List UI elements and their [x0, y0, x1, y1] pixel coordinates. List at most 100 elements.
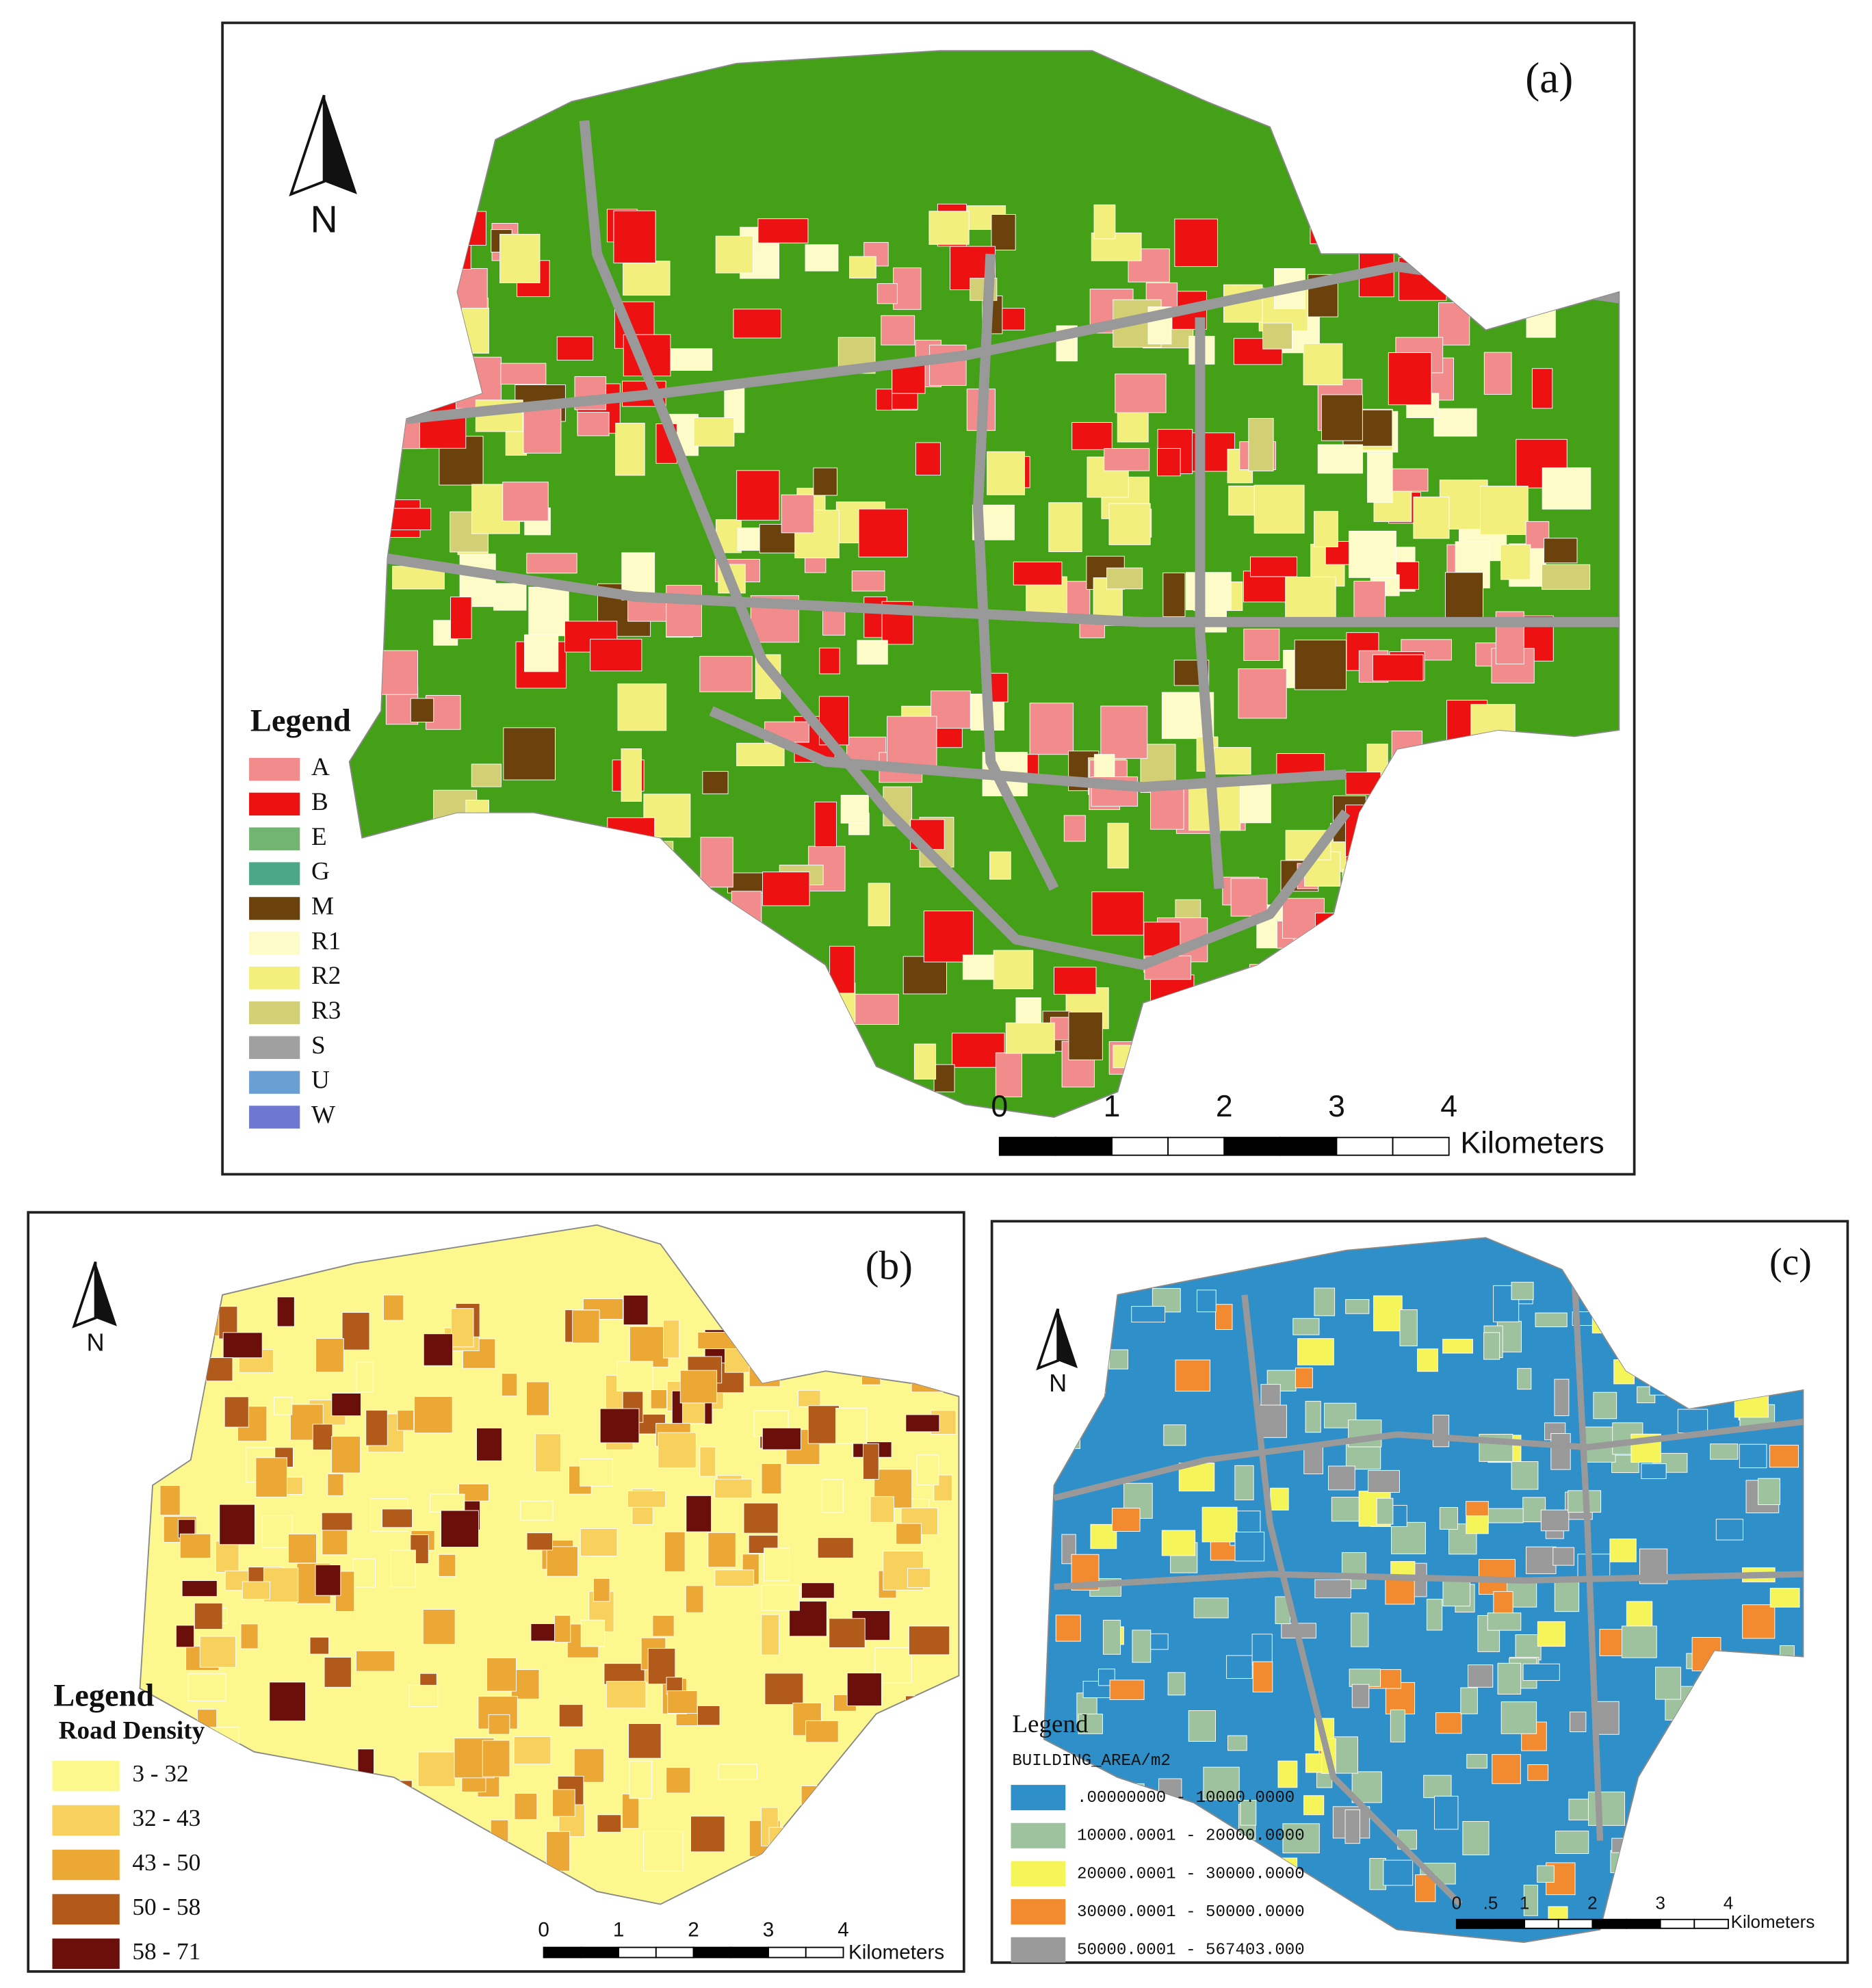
land-block: [798, 1389, 821, 1407]
land-block: [781, 494, 815, 534]
land-block: [629, 1760, 652, 1799]
land-block: [1215, 1304, 1233, 1331]
land-block: [1282, 1823, 1320, 1854]
land-block: [1328, 1465, 1355, 1491]
land-block: [1544, 538, 1578, 564]
legend-label: U: [311, 1067, 330, 1095]
land-block: [471, 763, 502, 787]
land-block: [1048, 502, 1082, 552]
legend-label: E: [311, 823, 327, 851]
land-block: [501, 1373, 518, 1397]
land-block: [1423, 1775, 1452, 1799]
land-block: [572, 1309, 600, 1344]
legend-label: .00000000 - 10000.0000: [1077, 1789, 1295, 1807]
land-block: [718, 1764, 758, 1780]
land-block: [1415, 1874, 1436, 1902]
legend-swatch: [249, 862, 300, 885]
land-block: [1460, 1687, 1478, 1714]
land-block: [309, 1636, 330, 1655]
scale-bar-segment: [1524, 1918, 1559, 1929]
land-block: [835, 1407, 868, 1444]
land-block: [1251, 1634, 1273, 1665]
legend-label: 32 - 43: [132, 1805, 200, 1831]
land-block: [1550, 1433, 1571, 1470]
land-block: [408, 1684, 439, 1707]
north-arrow: [1058, 1309, 1078, 1369]
land-block: [1349, 1669, 1381, 1687]
land-block: [1292, 1318, 1320, 1335]
land-block: [817, 1537, 854, 1558]
land-block: [1399, 1309, 1418, 1346]
land-block: [863, 1443, 879, 1480]
land-block: [1294, 640, 1347, 690]
land-block: [1442, 1339, 1473, 1354]
land-block: [1174, 218, 1218, 267]
land-block: [1108, 503, 1151, 545]
legend-swatch: [249, 1106, 300, 1129]
land-block: [1535, 1312, 1568, 1328]
land-block: [908, 1625, 950, 1656]
land-block: [1100, 705, 1148, 759]
land-block: [1071, 422, 1113, 450]
road: [387, 553, 1620, 627]
land-block: [1132, 1630, 1152, 1663]
land-block: [707, 1532, 736, 1568]
land-block: [1266, 1370, 1297, 1391]
land-block: [1091, 891, 1144, 936]
land-block: [989, 851, 1011, 880]
land-block: [552, 1789, 575, 1817]
land-block: [410, 698, 434, 722]
land-block: [1389, 468, 1429, 492]
legend-swatch: [52, 1894, 120, 1925]
legend-swatch: [1011, 1785, 1066, 1811]
land-block: [500, 363, 547, 385]
legend-label: 43 - 50: [132, 1849, 200, 1876]
land-block: [1344, 1809, 1360, 1844]
land-block: [1262, 322, 1292, 350]
land-block: [1345, 1299, 1370, 1314]
road: [1571, 1281, 1604, 1841]
land-block: [324, 1657, 352, 1688]
land-block: [276, 1296, 295, 1327]
land-block: [1175, 1359, 1210, 1392]
land-block: [1542, 467, 1591, 510]
land-block: [580, 1458, 613, 1487]
land-block: [1466, 1501, 1489, 1517]
land-block: [1253, 484, 1305, 534]
land-block: [1609, 1539, 1637, 1562]
land-block: [1297, 1338, 1334, 1365]
legend-swatch: [249, 1071, 300, 1094]
land-block: [255, 1457, 287, 1497]
land-block: [829, 1618, 866, 1649]
land-block: [700, 837, 733, 888]
land-block: [1596, 1701, 1620, 1735]
land-block: [1372, 654, 1424, 681]
scale-bar-segment: [1591, 1918, 1627, 1929]
legend-title: Legend: [250, 703, 351, 738]
land-block: [714, 1569, 755, 1587]
land-block: [1391, 1521, 1426, 1554]
land-block: [1439, 1507, 1458, 1530]
legend-swatch: [52, 1938, 120, 1970]
scale-bar-segment: [1455, 1918, 1492, 1929]
land-block: [1655, 1666, 1681, 1700]
land-block: [613, 210, 656, 263]
land-block: [629, 1326, 669, 1368]
land-block: [1555, 1831, 1589, 1854]
road: [579, 120, 1351, 970]
land-block: [1487, 1508, 1524, 1523]
land-block: [761, 1463, 782, 1495]
land-block: [1593, 1391, 1617, 1420]
land-block: [715, 235, 753, 274]
scale-bar-segment: [1626, 1918, 1661, 1929]
land-block: [1193, 1597, 1229, 1619]
land-block: [1163, 1424, 1186, 1446]
land-block: [1227, 1735, 1247, 1751]
land-block: [1314, 1287, 1336, 1316]
land-block: [390, 1549, 416, 1588]
land-block: [438, 1554, 456, 1577]
scale-tick-label: 1: [1520, 1892, 1529, 1913]
land-block: [1432, 1415, 1450, 1448]
land-block: [1068, 1011, 1103, 1060]
